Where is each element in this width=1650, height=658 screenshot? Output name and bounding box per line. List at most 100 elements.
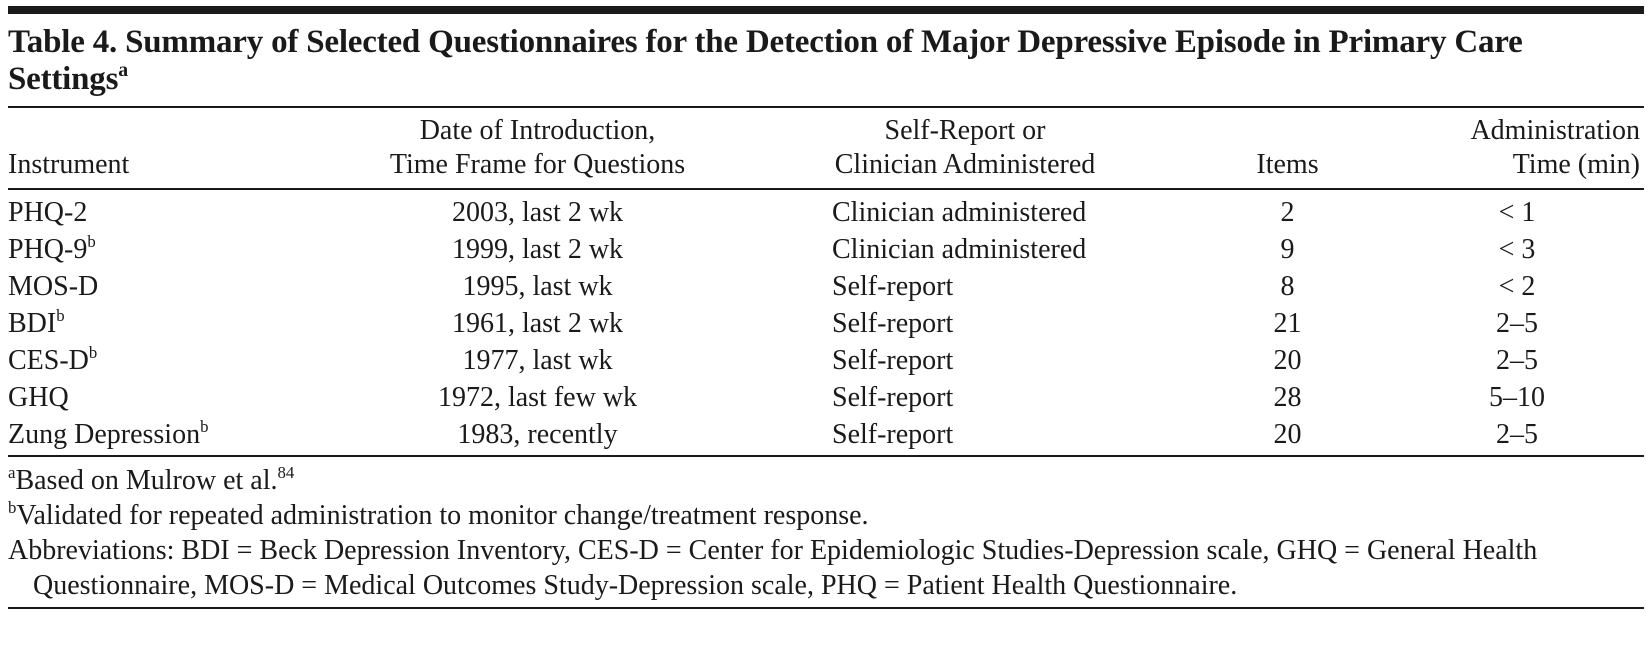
header-row: Instrument Date of Introduction, Time Fram…: [8, 107, 1644, 189]
cell-text: Clinician administered: [832, 197, 1087, 228]
table-cell: Self-report: [745, 268, 1185, 305]
cell-text: Clinician administered: [832, 234, 1087, 265]
cell-text: 2: [1280, 197, 1295, 228]
table-cell: < 2: [1390, 268, 1644, 305]
table-cell: Self-report: [745, 305, 1185, 342]
instrument-name: MOS-D: [8, 271, 99, 302]
table-cell: 1977, last wk: [330, 342, 745, 379]
table-cell: 20: [1185, 416, 1390, 456]
cell-text: 20: [1273, 345, 1302, 376]
header-line: Clinician Administered: [834, 149, 1096, 180]
cell-text: 1995, last wk: [462, 271, 613, 302]
column-header: Items: [1185, 107, 1390, 189]
footnote-text: Based on Mulrow et al.: [15, 465, 278, 496]
header-line: Self-Report or: [884, 115, 1046, 146]
footnote-mark: b: [8, 498, 17, 518]
table: Instrument Date of Introduction, Time Fram…: [8, 106, 1644, 457]
table-row: Zung Depressionb 1983, recently Self-repor…: [8, 416, 1644, 456]
table-row: PHQ-2 2003, last 2 wk Clinician administer…: [8, 189, 1644, 231]
table-cell: MOS-D: [8, 268, 330, 305]
footnote-list: aBased on Mulrow et al.84 bValidated for …: [8, 463, 1644, 533]
footnotes: aBased on Mulrow et al.84 bValidated for …: [8, 463, 1644, 609]
cell-text: 20: [1273, 419, 1302, 450]
cell-text: 1961, last 2 wk: [451, 308, 624, 339]
footnote-mark: b: [87, 232, 96, 252]
table-cell: 2–5: [1390, 416, 1644, 456]
document: Table 4. Summary of Selected Questionnai…: [8, 6, 1644, 609]
table-cell: 28: [1185, 379, 1390, 416]
column-header: Date of Introduction, Time Frame for Ques…: [330, 107, 745, 189]
table-cell: < 1: [1390, 189, 1644, 231]
header-line: Items: [1256, 149, 1319, 180]
table-cell: 8: [1185, 268, 1390, 305]
cell-text: 9: [1280, 234, 1295, 265]
cell-text: 2–5: [1496, 419, 1538, 450]
table-row: MOS-D 1995, last wk Self-report 8 < 2: [8, 268, 1644, 305]
cell-text: < 3: [1498, 234, 1536, 265]
instrument-name: PHQ-9: [8, 234, 88, 265]
table-cell: 1995, last wk: [330, 268, 745, 305]
instrument-name: BDI: [8, 308, 57, 339]
cell-text: 2–5: [1496, 345, 1538, 376]
cell-text: 1999, last 2 wk: [451, 234, 624, 265]
column-header: Instrument: [8, 107, 330, 189]
header-line: Date of Introduction,: [419, 115, 656, 146]
cell-text: Self-report: [832, 308, 954, 339]
cell-text: Self-report: [832, 271, 954, 302]
table-cell: 2003, last 2 wk: [330, 189, 745, 231]
footnote-mark: b: [56, 306, 65, 326]
table-row: GHQ 1972, last few wk Self-report 28 5–10: [8, 379, 1644, 416]
table-cell: 9: [1185, 231, 1390, 268]
footnote: aBased on Mulrow et al.84: [8, 463, 1644, 498]
instrument-name: PHQ-2: [8, 197, 88, 228]
table-cell: Zung Depressionb: [8, 416, 330, 456]
cell-text: 8: [1280, 271, 1295, 302]
table-cell: 1961, last 2 wk: [330, 305, 745, 342]
table-cell: Self-report: [745, 379, 1185, 416]
table-cell: 1972, last few wk: [330, 379, 745, 416]
table-cell: 1983, recently: [330, 416, 745, 456]
table-header: Instrument Date of Introduction, Time Fram…: [8, 107, 1644, 189]
table-cell: CES-Db: [8, 342, 330, 379]
title-footnote-mark: a: [118, 59, 128, 82]
table-row: PHQ-9b 1999, last 2 wk Clinician administe…: [8, 231, 1644, 268]
table-row: CES-Db 1977, last wk Self-report 20 2–5: [8, 342, 1644, 379]
cell-text: 21: [1273, 308, 1302, 339]
footnote-text: Validated for repeated administration to…: [16, 500, 869, 531]
header-line: Instrument: [8, 149, 130, 180]
footnote-mark: b: [200, 417, 209, 437]
table-cell: 2–5: [1390, 305, 1644, 342]
header-line: Time (min): [1512, 149, 1640, 180]
title-text: Table 4. Summary of Selected Questionnai…: [8, 24, 1523, 97]
table-cell: Self-report: [745, 342, 1185, 379]
cell-text: 28: [1273, 382, 1302, 413]
table-cell: 5–10: [1390, 379, 1644, 416]
footnote-mark: a: [8, 463, 16, 483]
cell-text: Self-report: [832, 382, 954, 413]
table-cell: Clinician administered: [745, 189, 1185, 231]
column-header: Self-Report or Clinician Administered: [745, 107, 1185, 189]
top-rule: [8, 6, 1644, 14]
cell-text: < 2: [1498, 271, 1536, 302]
table-cell: PHQ-2: [8, 189, 330, 231]
cell-text: Self-report: [832, 419, 954, 450]
table-cell: GHQ: [8, 379, 330, 416]
cell-text: 5–10: [1489, 382, 1545, 413]
cell-text: Self-report: [832, 345, 954, 376]
table-cell: Clinician administered: [745, 231, 1185, 268]
table-cell: 20: [1185, 342, 1390, 379]
table-title: Table 4. Summary of Selected Questionnai…: [8, 24, 1644, 98]
cell-text: < 1: [1498, 197, 1536, 228]
instrument-name: Zung Depression: [8, 419, 201, 450]
table-cell: < 3: [1390, 231, 1644, 268]
table-cell: PHQ-9b: [8, 231, 330, 268]
abbreviations: Abbreviations: BDI = Beck Depression Inv…: [8, 535, 1538, 601]
cell-text: 1983, recently: [457, 419, 618, 450]
instrument-name: GHQ: [8, 382, 69, 413]
table-cell: BDIb: [8, 305, 330, 342]
cell-text: 2–5: [1496, 308, 1538, 339]
header-line: Administration: [1470, 115, 1640, 146]
column-header: Administration Time (min): [1390, 107, 1644, 189]
table-cell: 2: [1185, 189, 1390, 231]
